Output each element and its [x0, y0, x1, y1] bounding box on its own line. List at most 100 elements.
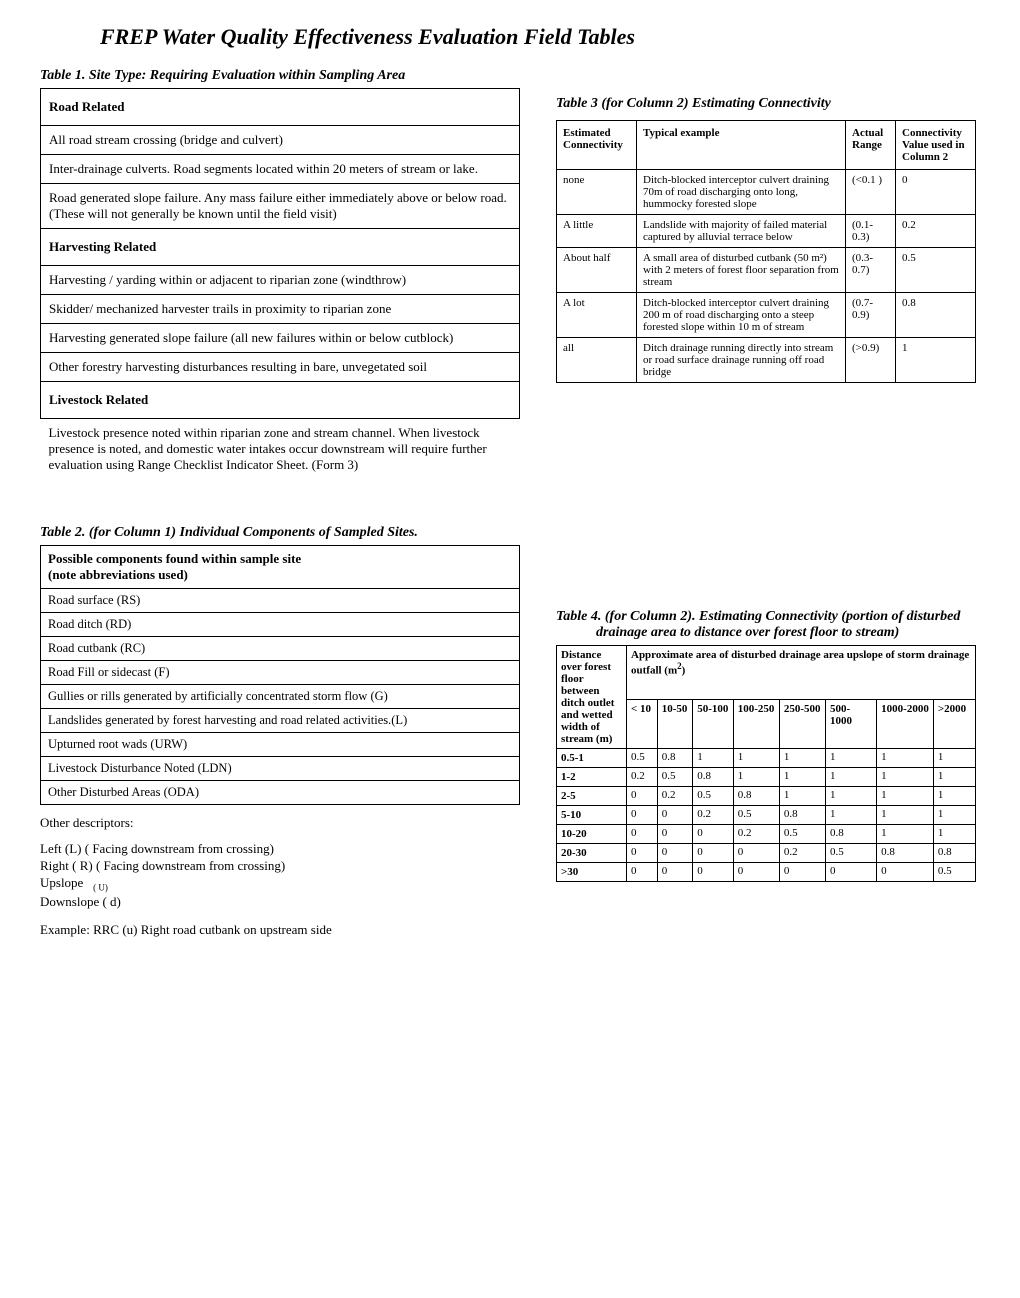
table4-cell: 0.5 — [826, 844, 877, 863]
table3-cell: (>0.9) — [846, 338, 896, 383]
table3-cell: 0 — [896, 170, 976, 215]
table4-cell: 0.2 — [693, 806, 734, 825]
table2-row: Other Disturbed Areas (ODA) — [41, 781, 520, 805]
table4-cell: 0.5 — [733, 806, 779, 825]
table4-cell: 1 — [826, 768, 877, 787]
table4-cell: 0 — [627, 844, 658, 863]
table4-cell: 1 — [933, 749, 975, 768]
table1-caption: Table 1. Site Type: Requiring Evaluation… — [40, 68, 520, 84]
table4-cell: 0.8 — [779, 806, 825, 825]
table4-cell: 0 — [627, 806, 658, 825]
table2-row: Road ditch (RD) — [41, 613, 520, 637]
table4-cell: 1 — [933, 787, 975, 806]
table4-cell: 0.5 — [657, 768, 693, 787]
table4-cell: 1 — [779, 787, 825, 806]
table1-row: Inter-drainage culverts. Road segments l… — [41, 155, 520, 184]
table3: Estimated ConnectivityTypical exampleAct… — [556, 120, 976, 383]
table4-cell: 0 — [627, 863, 658, 882]
table3-cell: (0.3- 0.7) — [846, 248, 896, 293]
table3-cell: 0.5 — [896, 248, 976, 293]
table4-row-label: 0.5-1 — [557, 749, 627, 768]
table4-cell: 0.8 — [657, 749, 693, 768]
table3-col-header: Connectivity Value used in Column 2 — [896, 121, 976, 170]
table1-row: Road generated slope failure. Any mass f… — [41, 184, 520, 229]
table4-row-label: 2-5 — [557, 787, 627, 806]
table4-cell: 1 — [933, 768, 975, 787]
table4-cell: 1 — [877, 768, 934, 787]
table3-cell: 0.8 — [896, 293, 976, 338]
columns: Table 1. Site Type: Requiring Evaluation… — [40, 62, 980, 939]
table4-col-header: 500-1000 — [826, 700, 877, 749]
table1: Road RelatedAll road stream crossing (br… — [40, 88, 520, 479]
table3-cell: Landslide with majority of failed materi… — [637, 215, 846, 248]
table2-caption: Table 2. (for Column 1) Individual Compo… — [40, 525, 520, 541]
table4-cell: 0 — [733, 863, 779, 882]
table4-cell: 0 — [779, 863, 825, 882]
table4-cell: 0 — [826, 863, 877, 882]
table3-caption: Table 3 (for Column 2) Estimating Connec… — [556, 96, 976, 112]
table4-cell: 1 — [733, 749, 779, 768]
table4-cell: 1 — [877, 787, 934, 806]
table3-col-header: Actual Range — [846, 121, 896, 170]
table3-col-header: Typical example — [637, 121, 846, 170]
table4-cell: 0 — [657, 844, 693, 863]
table4-cell: 0 — [627, 825, 658, 844]
table3-cell: all — [557, 338, 637, 383]
table3-cell: Ditch-blocked interceptor culvert draini… — [637, 170, 846, 215]
table2: Possible components found within sample … — [40, 545, 520, 805]
other-desc-label: Other descriptors: — [40, 815, 520, 831]
table4-cell: 0.8 — [693, 768, 734, 787]
table4-row-label: >30 — [557, 863, 627, 882]
table4-cell: 0.5 — [933, 863, 975, 882]
table4-col-header: 10-50 — [657, 700, 693, 749]
table1-row: Other forestry harvesting disturbances r… — [41, 353, 520, 382]
table4-col-header: 50-100 — [693, 700, 734, 749]
table4-col-header: 1000-2000 — [877, 700, 934, 749]
desc-upslope: Upslope ( U) — [40, 875, 520, 893]
table3-col-header: Estimated Connectivity — [557, 121, 637, 170]
table4-cell: 1 — [733, 768, 779, 787]
table2-header: Possible components found within sample … — [41, 546, 520, 589]
table2-row: Landslides generated by forest harvestin… — [41, 709, 520, 733]
table3-cell: 0.2 — [896, 215, 976, 248]
table4-cell: 0.8 — [877, 844, 934, 863]
table4-cell: 1 — [933, 806, 975, 825]
table2-row: Road Fill or sidecast (F) — [41, 661, 520, 685]
table4-cell: 0.8 — [733, 787, 779, 806]
table1-section-header: Road Related — [41, 89, 520, 126]
table4-cell: 0 — [657, 825, 693, 844]
table4-super-header: Approximate area of disturbed drainage a… — [627, 646, 976, 700]
table3-cell: A small area of disturbed cutbank (50 m²… — [637, 248, 846, 293]
table4-cell: 0.5 — [693, 787, 734, 806]
table4-cell: 0 — [657, 863, 693, 882]
table4-col-header: 100-250 — [733, 700, 779, 749]
table2-row: Road cutbank (RC) — [41, 637, 520, 661]
table4-cell: 0.2 — [779, 844, 825, 863]
table4-cell: 0 — [733, 844, 779, 863]
table4-cell: 0.8 — [933, 844, 975, 863]
table4-cell: 1 — [779, 768, 825, 787]
left-column: Table 1. Site Type: Requiring Evaluation… — [40, 62, 520, 939]
table4-cell: 1 — [877, 825, 934, 844]
table4-cell: 0.2 — [657, 787, 693, 806]
table2-row: Livestock Disturbance Noted (LDN) — [41, 757, 520, 781]
table3-cell: (<0.1 ) — [846, 170, 896, 215]
table4-caption: Table 4. (for Column 2). Estimating Conn… — [556, 609, 976, 641]
table4-col-header: < 10 — [627, 700, 658, 749]
table2-row: Gullies or rills generated by artificial… — [41, 685, 520, 709]
table4-col-header: 250-500 — [779, 700, 825, 749]
table4-row-label: 1-2 — [557, 768, 627, 787]
table3-cell: Ditch-blocked interceptor culvert draini… — [637, 293, 846, 338]
desc-example: Example: RRC (u) Right road cutbank on u… — [40, 922, 520, 938]
table4-cell: 0.5 — [627, 749, 658, 768]
table3-cell: (0.1- 0.3) — [846, 215, 896, 248]
table3-cell: (0.7- 0.9) — [846, 293, 896, 338]
table4-cell: 0 — [877, 863, 934, 882]
other-descriptors: Other descriptors: Left (L) ( Facing dow… — [40, 815, 520, 938]
table4-row-label: 20-30 — [557, 844, 627, 863]
table4-cell: 0.5 — [779, 825, 825, 844]
table4-cell: 0.2 — [733, 825, 779, 844]
table4-cell: 0 — [693, 863, 734, 882]
table3-cell: A little — [557, 215, 637, 248]
table3-cell: Ditch drainage running directly into str… — [637, 338, 846, 383]
